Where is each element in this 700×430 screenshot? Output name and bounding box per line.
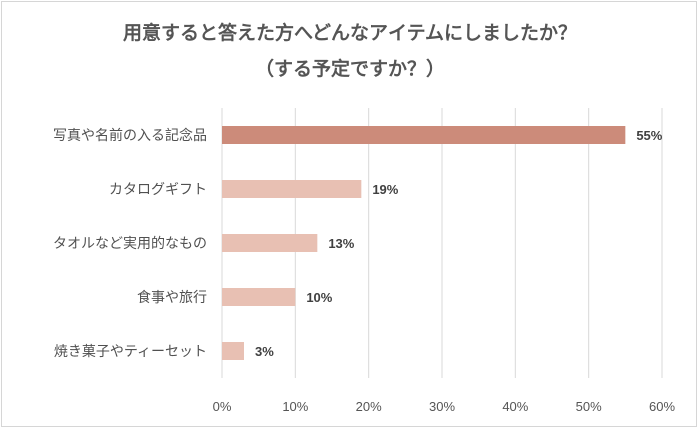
x-tick-label: 30%: [429, 399, 455, 414]
data-label: 3%: [255, 344, 274, 359]
bar: [222, 126, 626, 144]
data-label: 19%: [372, 182, 398, 197]
data-label: 13%: [328, 236, 354, 251]
bar: [222, 288, 296, 306]
x-tick-label: 40%: [502, 399, 528, 414]
data-label: 55%: [636, 128, 662, 143]
x-tick-label: 0%: [213, 399, 232, 414]
category-label: タオルなど実用的なもの: [53, 236, 207, 252]
bar: [222, 342, 244, 360]
chart-subtitle: （する予定ですか？）: [255, 57, 445, 80]
x-tick-label: 60%: [649, 399, 675, 414]
category-label: 焼き菓子やティーセット: [54, 344, 207, 360]
bar: [222, 180, 362, 198]
x-tick-label: 10%: [282, 399, 308, 414]
chart-title: 用意すると答えた方へどんなアイテムにしましたか？: [123, 21, 577, 44]
category-label: 食事や旅行: [137, 289, 207, 306]
data-label: 10%: [306, 290, 332, 305]
x-tick-label: 20%: [356, 399, 382, 414]
category-label: カタログギフト: [109, 182, 207, 198]
bar: [222, 234, 318, 252]
x-tick-label: 50%: [576, 399, 602, 414]
category-label: 写真や名前の入る記念品: [53, 127, 207, 144]
